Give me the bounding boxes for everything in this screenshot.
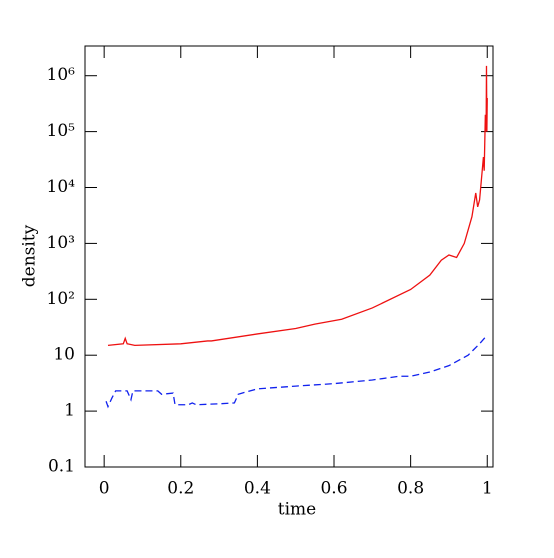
y-tick-label: 10² xyxy=(47,289,75,309)
x-tick-label: 1 xyxy=(482,479,493,499)
y-tick-label: 10⁴ xyxy=(47,177,76,197)
y-axis-title: density xyxy=(20,224,40,287)
x-tick-label: 0.6 xyxy=(320,479,347,499)
data-line xyxy=(105,334,488,409)
x-tick-label: 0.4 xyxy=(244,479,271,499)
x-tick-label: 0.8 xyxy=(397,479,424,499)
plot-frame xyxy=(84,45,494,468)
x-tick-label: 0.2 xyxy=(167,479,194,499)
data-line xyxy=(107,65,488,347)
y-tick-label: 10 xyxy=(53,345,75,365)
x-axis-title: time xyxy=(278,500,316,520)
y-tick-label: 10³ xyxy=(47,233,75,253)
y-tick-label: 1 xyxy=(64,401,75,421)
y-tick-label: 10⁶ xyxy=(47,65,76,85)
y-tick-label: 10⁵ xyxy=(47,121,76,141)
y-tick-label: 0.1 xyxy=(48,457,75,477)
x-tick-label: 0 xyxy=(99,479,110,499)
